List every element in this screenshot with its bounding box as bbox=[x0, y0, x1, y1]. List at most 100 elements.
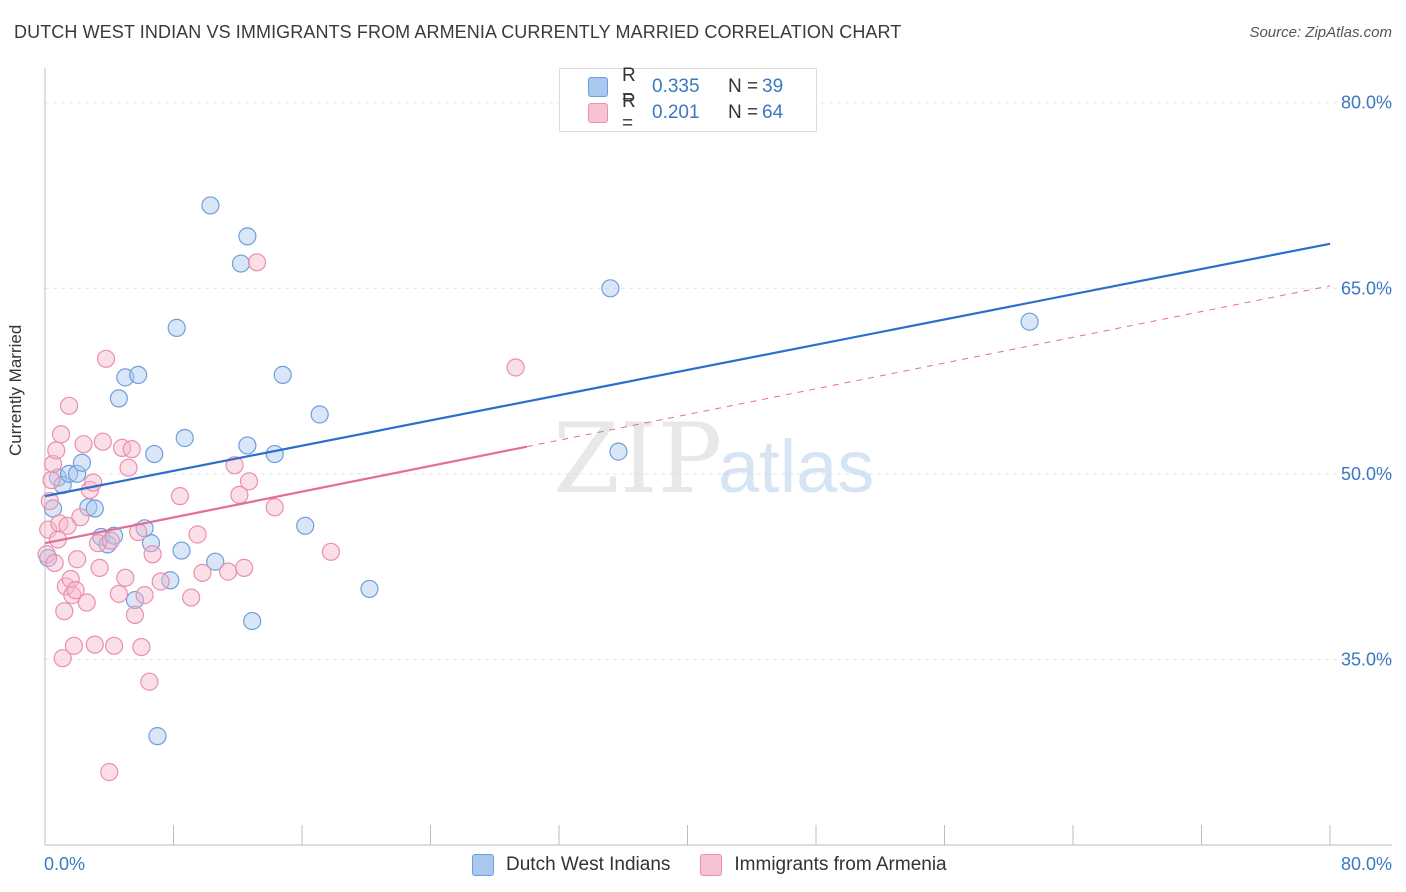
legend-swatch-pink bbox=[588, 103, 608, 123]
chart-title: DUTCH WEST INDIAN VS IMMIGRANTS FROM ARM… bbox=[14, 22, 902, 42]
data-point-armenia bbox=[219, 562, 238, 581]
data-point-armenia bbox=[122, 440, 141, 459]
legend-swatch-pink bbox=[700, 854, 723, 876]
data-point-dutch bbox=[104, 526, 124, 545]
y-tick-label: 50.0% bbox=[1341, 464, 1392, 484]
data-point-dutch bbox=[172, 541, 191, 560]
data-point-armenia bbox=[109, 584, 128, 603]
data-point-armenia bbox=[45, 553, 64, 573]
data-point-armenia bbox=[71, 508, 90, 527]
legend-item-armenia[interactable]: Immigrants from Armenia bbox=[700, 854, 947, 876]
data-point-armenia bbox=[119, 458, 138, 477]
data-point-dutch bbox=[310, 405, 329, 424]
data-point-armenia bbox=[96, 349, 116, 368]
data-point-armenia bbox=[63, 586, 82, 605]
source-label: Source: ZipAtlas.com bbox=[1249, 24, 1392, 41]
trend-line-armenia bbox=[44, 445, 528, 545]
data-point-dutch bbox=[201, 196, 220, 215]
data-point-dutch bbox=[296, 516, 315, 535]
legend-label-armenia: Immigrants from Armenia bbox=[734, 854, 947, 875]
data-point-armenia bbox=[247, 253, 267, 272]
data-point-dutch bbox=[1020, 312, 1039, 331]
legend-label-dutch: Dutch West Indians bbox=[506, 854, 671, 875]
data-point-dutch bbox=[125, 590, 145, 610]
legend-row-armenia: R = 0.201 N = 64 bbox=[588, 91, 784, 134]
data-point-armenia bbox=[193, 563, 212, 582]
data-point-armenia bbox=[151, 572, 170, 591]
y-tick-label: 80.0% bbox=[1341, 93, 1392, 113]
data-point-dutch bbox=[273, 365, 292, 385]
x-tick-label: 80.0% bbox=[1341, 854, 1392, 874]
data-point-dutch bbox=[145, 444, 164, 464]
correlation-legend: R = 0.335 N = 39 R = 0.201 N = 64 bbox=[559, 65, 817, 134]
data-point-armenia bbox=[140, 672, 159, 691]
data-point-dutch bbox=[238, 436, 257, 455]
data-point-armenia bbox=[132, 637, 151, 657]
data-point-armenia bbox=[55, 602, 74, 621]
data-point-armenia bbox=[85, 635, 104, 654]
legend-r-value: 0.201 bbox=[652, 102, 700, 123]
data-point-armenia bbox=[58, 516, 77, 535]
y-tick-label: 65.0% bbox=[1341, 278, 1392, 298]
data-point-armenia bbox=[225, 456, 244, 475]
data-point-dutch bbox=[601, 279, 620, 298]
data-point-armenia bbox=[188, 525, 207, 544]
data-point-armenia bbox=[239, 472, 259, 491]
data-point-armenia bbox=[100, 762, 119, 782]
trend-line-dutch bbox=[44, 242, 1331, 498]
data-point-dutch bbox=[360, 579, 379, 599]
data-point-armenia bbox=[93, 432, 112, 451]
data-point-armenia bbox=[112, 438, 132, 457]
data-point-armenia bbox=[90, 558, 109, 577]
legend-swatch-blue bbox=[588, 77, 608, 97]
data-point-armenia bbox=[116, 568, 135, 587]
data-point-armenia bbox=[59, 396, 79, 415]
data-point-armenia bbox=[74, 435, 93, 454]
data-point-armenia bbox=[170, 487, 190, 506]
trend-line-armenia-extension bbox=[526, 285, 1331, 448]
legend-row-dutch: R = 0.335 N = 39 bbox=[588, 65, 784, 108]
legend-r-value: 0.335 bbox=[652, 76, 700, 97]
data-point-dutch bbox=[167, 318, 186, 337]
data-point-dutch bbox=[609, 442, 628, 461]
data-point-armenia bbox=[51, 425, 71, 444]
data-point-dutch bbox=[231, 254, 251, 273]
data-point-armenia bbox=[64, 636, 84, 655]
data-point-dutch bbox=[161, 571, 180, 590]
x-tick-label: 0.0% bbox=[44, 854, 85, 874]
watermark-zip: ZIP bbox=[553, 403, 722, 515]
data-point-armenia bbox=[143, 545, 162, 564]
legend-n-label: N = bbox=[728, 76, 759, 97]
data-point-dutch bbox=[238, 227, 257, 246]
data-point-dutch bbox=[243, 611, 262, 631]
data-point-armenia bbox=[66, 581, 85, 600]
data-point-armenia bbox=[53, 649, 72, 668]
data-point-dutch bbox=[206, 552, 225, 571]
data-point-armenia bbox=[68, 550, 87, 569]
data-point-armenia bbox=[182, 588, 201, 607]
legend-item-dutch[interactable]: Dutch West Indians bbox=[472, 854, 670, 876]
data-point-armenia bbox=[235, 558, 254, 577]
legend-r-label: R = bbox=[622, 65, 636, 108]
data-point-armenia bbox=[47, 441, 66, 460]
data-point-dutch bbox=[148, 727, 167, 746]
data-point-dutch bbox=[72, 453, 92, 472]
data-point-dutch bbox=[175, 428, 194, 448]
data-point-dutch bbox=[265, 444, 284, 464]
data-point-dutch bbox=[68, 464, 87, 483]
legend-n-value: 39 bbox=[762, 76, 784, 97]
legend-r-label: R = bbox=[622, 91, 636, 134]
data-point-armenia bbox=[104, 636, 124, 655]
legend-n-value: 64 bbox=[762, 102, 784, 123]
data-point-armenia bbox=[321, 542, 341, 561]
data-point-dutch bbox=[85, 499, 104, 518]
watermark-atlas: atlas bbox=[718, 425, 874, 508]
data-point-armenia bbox=[77, 593, 96, 612]
data-point-armenia bbox=[39, 520, 58, 539]
legend-n-label: N = bbox=[728, 102, 759, 123]
data-point-armenia bbox=[135, 586, 154, 605]
data-point-armenia bbox=[506, 358, 525, 377]
data-point-armenia bbox=[265, 498, 284, 517]
data-point-armenia bbox=[125, 605, 145, 625]
